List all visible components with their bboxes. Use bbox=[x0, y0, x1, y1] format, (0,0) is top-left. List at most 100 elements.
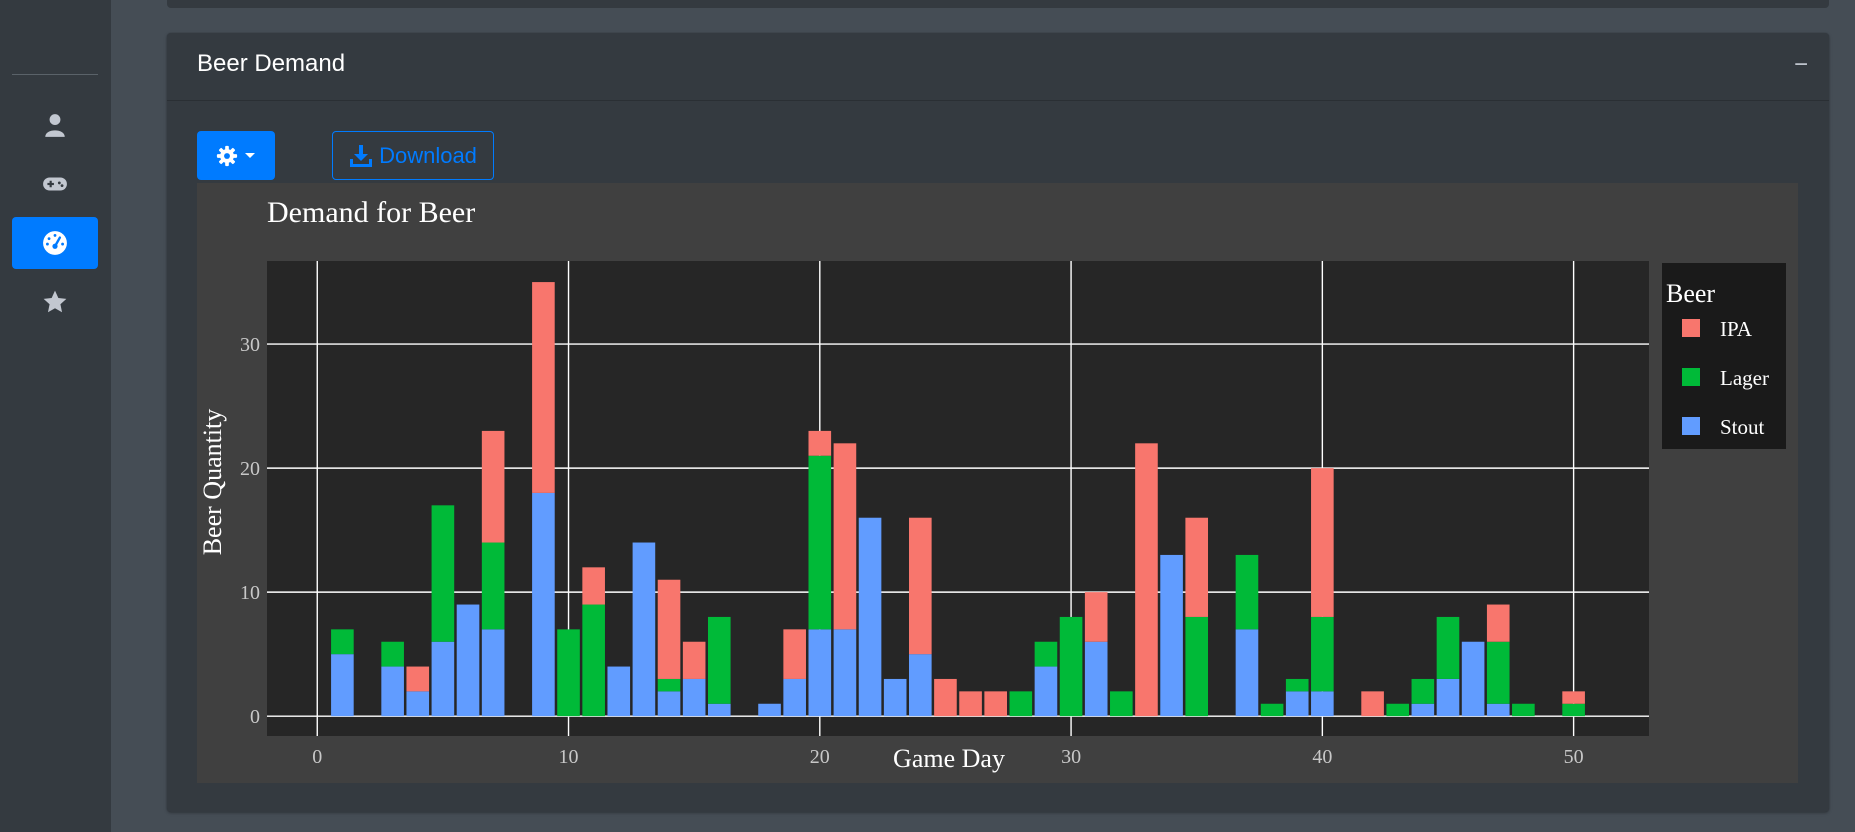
bar-lager-day-39[interactable] bbox=[1285, 678, 1309, 692]
y-tick-label: 10 bbox=[240, 582, 260, 604]
bar-lager-day-44[interactable] bbox=[1411, 678, 1435, 704]
download-button[interactable]: Download bbox=[332, 131, 494, 180]
bar-ipa-day-11[interactable] bbox=[582, 567, 605, 605]
bar-stout-day-12[interactable] bbox=[607, 666, 631, 717]
bar-lager-day-1[interactable] bbox=[331, 629, 354, 655]
sidebar bbox=[0, 0, 111, 832]
bar-ipa-day-4[interactable] bbox=[406, 666, 430, 692]
bar-ipa-day-20[interactable] bbox=[808, 430, 832, 456]
bar-lager-day-48[interactable] bbox=[1512, 703, 1535, 717]
sidebar-divider bbox=[12, 74, 98, 75]
bar-lager-day-14[interactable] bbox=[657, 678, 681, 692]
bar-ipa-day-9[interactable] bbox=[532, 282, 555, 493]
bar-lager-day-28[interactable] bbox=[1009, 691, 1033, 717]
bar-stout-day-40[interactable] bbox=[1311, 691, 1334, 717]
x-tick-label: 40 bbox=[1312, 746, 1332, 768]
bar-lager-day-35[interactable] bbox=[1185, 616, 1209, 717]
legend-swatch-stout bbox=[1682, 417, 1700, 435]
user-icon bbox=[45, 114, 65, 137]
bar-ipa-day-24[interactable] bbox=[909, 517, 932, 655]
bar-ipa-day-21[interactable] bbox=[833, 443, 857, 630]
settings-dropdown-button[interactable] bbox=[197, 131, 275, 180]
bar-ipa-day-42[interactable] bbox=[1361, 691, 1384, 717]
bar-stout-day-9[interactable] bbox=[532, 492, 555, 717]
bar-lager-day-16[interactable] bbox=[707, 616, 731, 704]
bar-stout-day-21[interactable] bbox=[833, 629, 857, 717]
download-label: Download bbox=[379, 142, 477, 168]
bar-stout-day-34[interactable] bbox=[1160, 554, 1183, 717]
bar-ipa-day-25[interactable] bbox=[934, 678, 957, 717]
bar-stout-day-39[interactable] bbox=[1285, 691, 1309, 717]
bar-lager-day-3[interactable] bbox=[381, 641, 404, 667]
sidebar-item-dashboard[interactable] bbox=[12, 217, 98, 269]
card-title: Beer Demand bbox=[197, 50, 346, 77]
bar-stout-day-31[interactable] bbox=[1084, 641, 1108, 717]
bar-stout-day-4[interactable] bbox=[406, 691, 430, 717]
collapse-button[interactable]: − bbox=[1793, 51, 1808, 78]
bar-lager-day-47[interactable] bbox=[1486, 641, 1510, 704]
bar-stout-day-22[interactable] bbox=[858, 517, 882, 717]
bar-ipa-day-31[interactable] bbox=[1084, 592, 1108, 642]
bar-ipa-day-47[interactable] bbox=[1486, 604, 1510, 642]
bar-ipa-day-26[interactable] bbox=[959, 691, 982, 717]
sidebar-item-game[interactable] bbox=[12, 158, 98, 210]
bar-stout-day-5[interactable] bbox=[431, 641, 455, 717]
x-tick-label: 30 bbox=[1061, 746, 1081, 768]
bar-lager-day-29[interactable] bbox=[1034, 641, 1058, 667]
bar-stout-day-37[interactable] bbox=[1235, 629, 1259, 717]
bar-lager-day-50[interactable] bbox=[1562, 703, 1585, 717]
bar-lager-day-37[interactable] bbox=[1235, 554, 1259, 630]
bar-stout-day-15[interactable] bbox=[682, 678, 706, 717]
bar-stout-day-14[interactable] bbox=[657, 691, 681, 717]
bar-stout-day-44[interactable] bbox=[1411, 703, 1435, 717]
gamepad-icon bbox=[43, 177, 67, 191]
bar-stout-day-29[interactable] bbox=[1034, 666, 1058, 717]
bar-stout-day-46[interactable] bbox=[1461, 641, 1485, 717]
bar-lager-day-11[interactable] bbox=[582, 604, 605, 717]
chart-svg: Demand for Beer 0 10 20 30 40 50 0 10 20 30 Game… bbox=[197, 183, 1798, 783]
bar-ipa-day-35[interactable] bbox=[1185, 517, 1209, 617]
x-tick-label: 20 bbox=[810, 746, 830, 768]
sidebar-item-profile[interactable] bbox=[12, 99, 98, 151]
bar-stout-day-45[interactable] bbox=[1436, 678, 1460, 717]
bar-stout-day-20[interactable] bbox=[808, 629, 832, 717]
bar-stout-day-18[interactable] bbox=[758, 703, 781, 717]
bar-stout-day-1[interactable] bbox=[331, 654, 354, 717]
bar-stout-day-23[interactable] bbox=[883, 678, 907, 717]
bar-ipa-day-27[interactable] bbox=[984, 691, 1007, 717]
bar-stout-day-13[interactable] bbox=[632, 542, 656, 717]
bar-ipa-day-40[interactable] bbox=[1311, 468, 1334, 617]
x-axis-label: Game Day bbox=[893, 744, 1005, 773]
bar-ipa-day-7[interactable] bbox=[481, 430, 505, 543]
bar-lager-day-5[interactable] bbox=[431, 505, 455, 642]
bar-stout-day-7[interactable] bbox=[481, 629, 505, 717]
x-ticks: 0 10 20 30 40 50 bbox=[312, 746, 1583, 768]
y-axis-label: Beer Quantity bbox=[198, 409, 227, 556]
bar-stout-day-47[interactable] bbox=[1486, 703, 1510, 717]
bar-stout-day-19[interactable] bbox=[783, 678, 806, 717]
bar-lager-day-7[interactable] bbox=[481, 542, 505, 630]
bar-lager-day-10[interactable] bbox=[557, 629, 580, 717]
bar-lager-day-45[interactable] bbox=[1436, 616, 1460, 679]
bar-lager-day-38[interactable] bbox=[1260, 703, 1284, 717]
bar-lager-day-43[interactable] bbox=[1386, 703, 1410, 717]
legend-label-lager: Lager bbox=[1720, 366, 1769, 390]
bar-stout-day-24[interactable] bbox=[909, 654, 932, 717]
bar-ipa-day-33[interactable] bbox=[1135, 443, 1158, 717]
bar-ipa-day-14[interactable] bbox=[657, 579, 681, 679]
bar-stout-day-3[interactable] bbox=[381, 666, 404, 717]
bar-lager-day-20[interactable] bbox=[808, 455, 832, 630]
bar-lager-day-40[interactable] bbox=[1311, 616, 1334, 692]
bar-ipa-day-15[interactable] bbox=[682, 641, 706, 679]
sidebar-item-favorites[interactable] bbox=[12, 276, 98, 328]
bar-lager-day-30[interactable] bbox=[1059, 616, 1083, 717]
bar-lager-day-32[interactable] bbox=[1110, 691, 1133, 717]
bar-stout-day-6[interactable] bbox=[456, 604, 480, 717]
bar-ipa-day-50[interactable] bbox=[1562, 691, 1585, 704]
card-header: Beer Demand − bbox=[167, 33, 1829, 101]
bar-ipa-day-19[interactable] bbox=[783, 629, 806, 679]
bar-stout-day-16[interactable] bbox=[707, 703, 731, 717]
download-icon bbox=[350, 144, 373, 167]
legend-label-stout: Stout bbox=[1720, 415, 1765, 439]
previous-card-edge bbox=[167, 0, 1829, 8]
